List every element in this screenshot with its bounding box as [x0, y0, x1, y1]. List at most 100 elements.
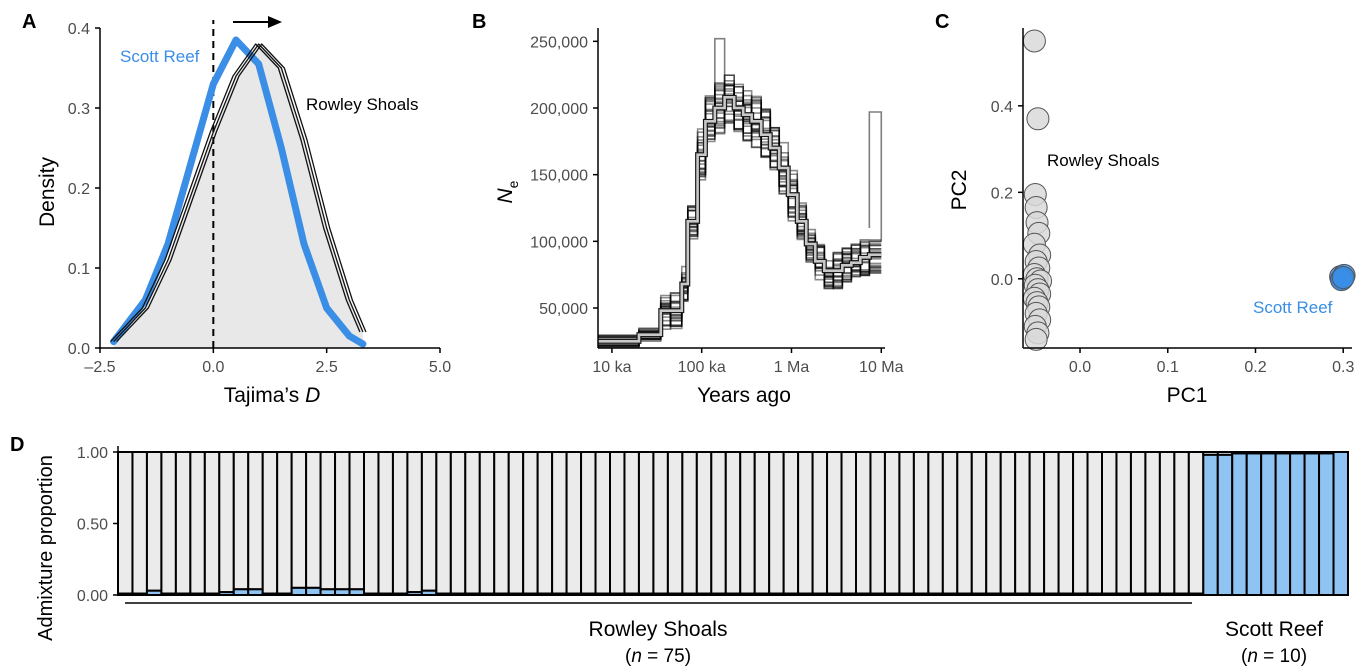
- b-axes: 10 ka 100 ka 1 Ma 10 Ma 50,000 100,000 150,000…: [530, 28, 904, 376]
- c-y-tick-label: 0.0: [991, 272, 1013, 289]
- c-x-tick-label: 0.0: [1069, 359, 1091, 376]
- d-bar-blue-rowley-shoals: [912, 592, 930, 597]
- b-y-tick-label: 50,000: [539, 301, 588, 318]
- d-bar-blue-rowley-shoals: [377, 592, 394, 597]
- d-bar-grey-rowley-shoals: [391, 451, 409, 595]
- d-bar-grey-rowley-shoals: [1014, 451, 1031, 595]
- d-bar-grey-rowley-shoals: [189, 451, 206, 595]
- d-bar-blue-rowley-shoals: [189, 592, 206, 597]
- a-density-lines-layer: [110, 36, 367, 348]
- d-n-equals-scott: =: [1258, 646, 1280, 667]
- a-axes: –2.5 0.0 2.5 5.00.00.10.20.30.4: [68, 21, 451, 376]
- b-median-outline: [598, 94, 882, 344]
- b-replicate-outlier: [868, 111, 883, 242]
- b-replicate-line: [598, 89, 882, 347]
- d-bar-grey-rowley-shoals: [290, 451, 308, 589]
- b-y-tick-label: 200,000: [530, 101, 588, 118]
- d-bar-grey-rowley-shoals: [609, 451, 626, 595]
- d-bar-blue-rowley-shoals: [768, 592, 785, 597]
- panel-c-pca-chart: 0.0 0.1 0.2 0.3 0.0 0.2 0.4 Rowley Shoals Scot…: [948, 28, 1356, 407]
- a-density-line-rowley-shoals-2: [116, 43, 367, 343]
- d-bar-blue-scott-reef: [1216, 453, 1234, 596]
- d-bar-blue-rowley-shoals: [1057, 592, 1075, 597]
- a-x-tick-label: 0.0: [202, 359, 224, 376]
- b-replicate-line: [598, 82, 882, 342]
- b-replicate-line: [598, 74, 882, 342]
- d-bar-grey-rowley-shoals: [261, 451, 279, 595]
- d-bar-grey-rowley-shoals: [970, 451, 988, 595]
- d-bar-blue-rowley-shoals: [131, 592, 148, 597]
- panel-d-admixture-chart: 0.00 0.50 1.00 Admixture proportion Rowley…: [35, 445, 1350, 667]
- d-bar-grey-rowley-shoals: [623, 451, 640, 595]
- a-y-tick-label: 0.2: [68, 181, 90, 198]
- b-replicate-line: [598, 85, 882, 347]
- a-shift-arrowhead: [268, 16, 282, 28]
- d-bar-blue-rowley-shoals: [637, 592, 655, 597]
- d-bar-grey-rowley-shoals: [811, 451, 829, 595]
- d-bar-blue-scott-reef: [1274, 452, 1292, 596]
- d-bar-grey-rowley-shoals: [363, 451, 380, 595]
- d-bar-grey-rowley-shoals: [956, 451, 973, 595]
- d-bar-grey-rowley-shoals: [1101, 451, 1118, 595]
- d-bar-grey-rowley-shoals: [1115, 451, 1132, 595]
- c-axes: 0.0 0.1 0.2 0.3 0.0 0.2 0.4: [991, 28, 1354, 376]
- d-bar-blue-rowley-shoals: [826, 592, 843, 597]
- d-n-value-rowley: 75: [664, 646, 685, 667]
- b-median-layer: [598, 94, 882, 344]
- d-bar-blue-rowley-shoals: [753, 592, 771, 597]
- c-x-tick-label: 0.3: [1332, 359, 1354, 376]
- d-bar-grey-rowley-shoals: [276, 451, 293, 595]
- d-bar-blue-rowley-shoals: [666, 592, 684, 597]
- d-bar-grey-rowley-shoals: [1057, 451, 1075, 595]
- d-bar-blue-rowley-shoals: [956, 592, 973, 597]
- d-bar-grey-rowley-shoals: [666, 451, 684, 595]
- d-bar-grey-rowley-shoals: [117, 451, 134, 595]
- b-x-axis-title: Years ago: [697, 384, 791, 407]
- d-bar-blue-rowley-shoals: [1158, 592, 1176, 597]
- d-group-label-rowley: Rowley Shoals: [589, 618, 728, 641]
- d-bar-grey-rowley-shoals: [493, 451, 510, 595]
- d-bar-grey-rowley-shoals: [1043, 451, 1060, 595]
- d-bar-blue-rowley-shoals: [985, 592, 1002, 597]
- b-x-tick-label: 10 Ma: [859, 359, 904, 376]
- d-bar-blue-rowley-shoals: [348, 588, 366, 597]
- d-axes: 0.00 0.50 1.00: [77, 445, 119, 605]
- d-bar-blue-scott-reef: [1303, 452, 1321, 596]
- d-bar-blue-rowley-shoals: [1115, 592, 1132, 597]
- a-x-tick-label: 2.5: [316, 359, 338, 376]
- b-x-tick-label: 10 ka: [592, 359, 631, 376]
- b-replicate-line: [598, 85, 882, 344]
- a-x-axis-title-main: Tajima’s: [224, 384, 305, 407]
- a-x-tick-label: 5.0: [429, 359, 451, 376]
- d-bar-grey-rowley-shoals: [840, 451, 858, 595]
- d-bar-grey-rowley-shoals: [305, 451, 322, 589]
- d-bar-grey-rowley-shoals: [1173, 451, 1190, 595]
- d-bar-blue-scott-reef: [1332, 451, 1350, 596]
- a-y-tick-label: 0.3: [68, 101, 90, 118]
- d-bar-grey-rowley-shoals: [449, 451, 467, 595]
- d-n-close-rowley: ): [685, 646, 691, 667]
- a-y-axis-title: Density: [36, 156, 59, 227]
- d-bar-grey-rowley-shoals: [551, 451, 568, 595]
- b-replicate-line: [598, 99, 882, 343]
- c-point-rowley-shoals: [1026, 107, 1050, 131]
- a-density-line-rowley-shoals-0: [110, 43, 361, 343]
- b-replicate-line: [598, 88, 882, 343]
- d-bar-grey-rowley-shoals: [768, 451, 785, 595]
- c-label-rowley-shoals: Rowley Shoals: [1047, 151, 1159, 170]
- a-y-tick-label: 0.4: [68, 21, 90, 38]
- d-bar-blue-rowley-shoals: [594, 592, 612, 597]
- c-label-scott-reef: Scott Reef: [1253, 298, 1333, 317]
- d-bar-grey-rowley-shoals: [1072, 451, 1089, 595]
- b-replicate-line: [598, 83, 882, 347]
- d-bar-blue-rowley-shoals: [1072, 592, 1089, 597]
- d-bar-blue-rowley-shoals: [305, 586, 322, 596]
- b-replicate-line: [598, 105, 882, 342]
- d-bar-grey-rowley-shoals: [1144, 451, 1161, 595]
- d-bar-blue-rowley-shoals: [420, 589, 438, 597]
- d-bar-blue-rowley-shoals: [869, 592, 886, 597]
- d-bar-grey-rowley-shoals: [232, 451, 250, 591]
- d-bar-blue-rowley-shoals: [739, 592, 756, 597]
- d-bar-blue-rowley-shoals: [883, 592, 901, 597]
- d-bar-blue-rowley-shoals: [1101, 592, 1118, 597]
